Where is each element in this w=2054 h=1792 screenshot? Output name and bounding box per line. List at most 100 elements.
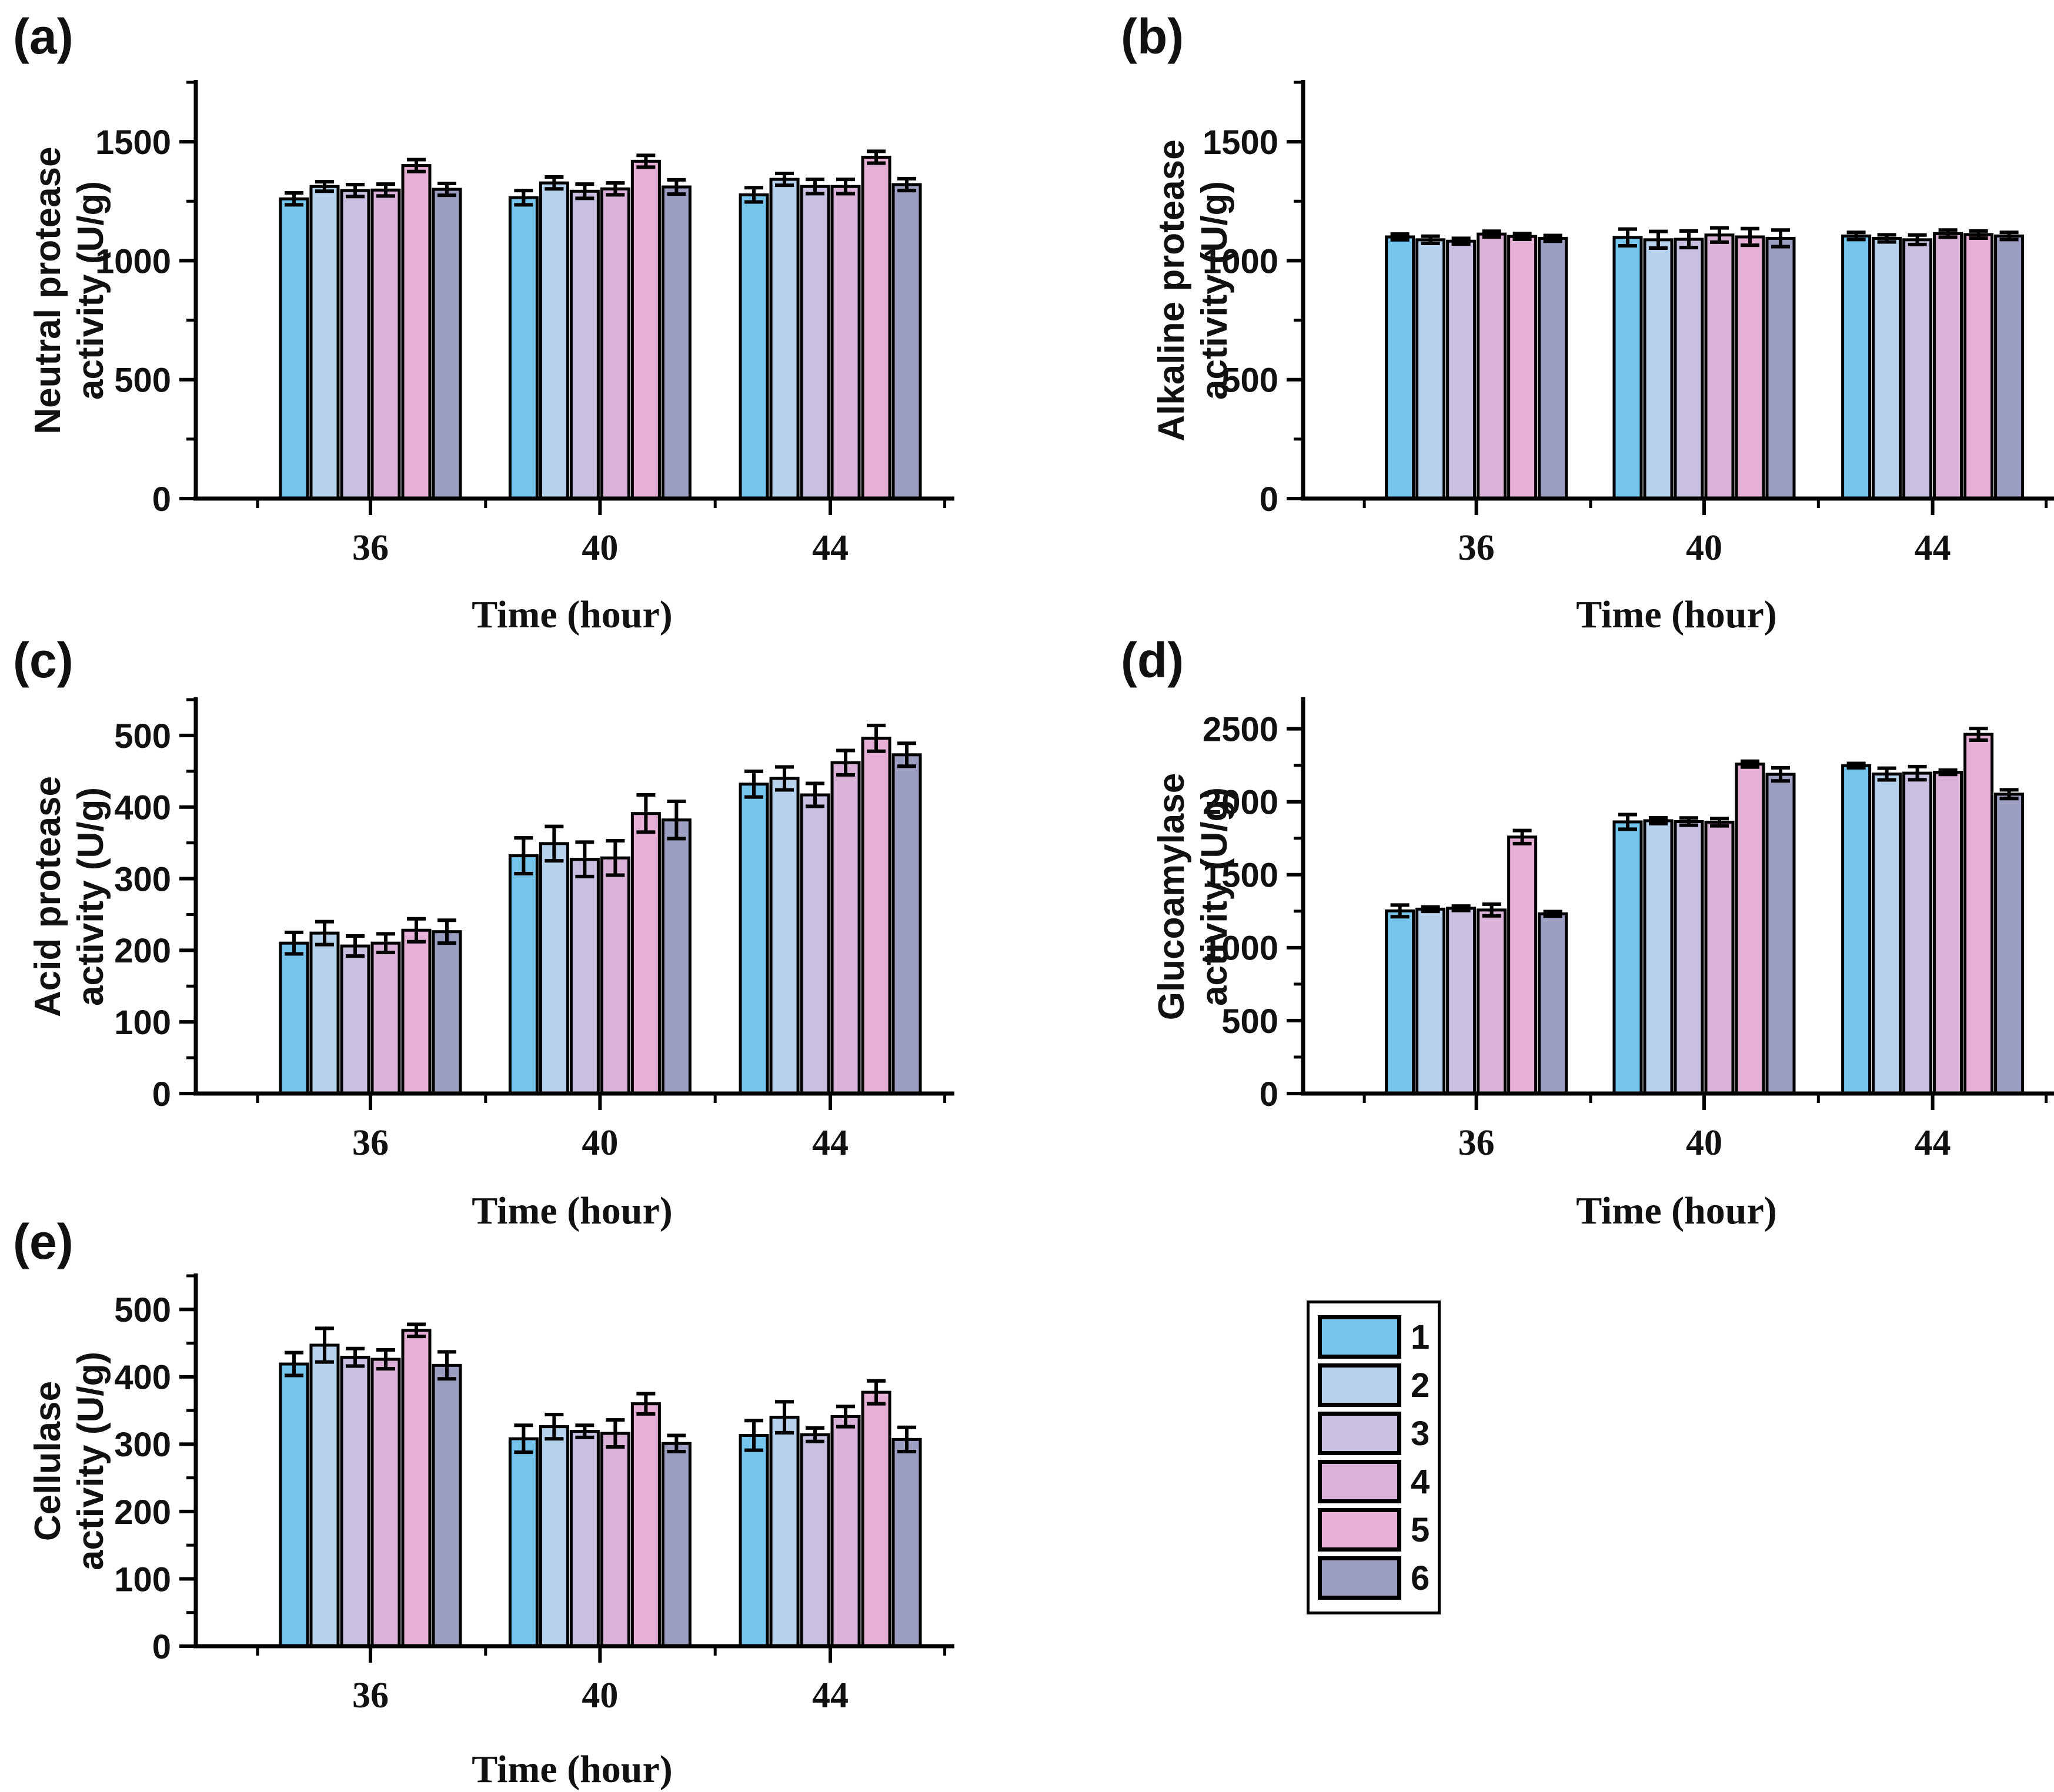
bar-d-36-3 xyxy=(1446,907,1477,1095)
panel-letter: (a) xyxy=(13,9,74,64)
bar-e-36-2 xyxy=(309,1343,340,1648)
legend-swatch-2 xyxy=(1318,1363,1401,1407)
y-tick-label: 0 xyxy=(1260,480,1278,519)
legend-item-1: 1 xyxy=(1318,1315,1430,1359)
bar-d-36-4 xyxy=(1477,908,1507,1095)
bar-a-40-5 xyxy=(630,159,661,500)
x-tick-label: 40 xyxy=(582,1123,618,1163)
bar-c-40-6 xyxy=(661,818,692,1095)
bar-d-40-1 xyxy=(1612,820,1643,1095)
bar-e-40-1 xyxy=(508,1437,539,1648)
plot-glucoamylase: 0 500 1000 1500 2000 2500 36 40 44 xyxy=(1203,697,2054,1163)
x-tick-label: 36 xyxy=(1458,1123,1495,1163)
y-tick-label: 0 xyxy=(152,480,171,519)
x-axis-title: Time (hour) xyxy=(472,1189,673,1232)
bar-b-44-5 xyxy=(1963,233,1994,500)
bar-d-40-4 xyxy=(1704,820,1735,1095)
bar-c-44-5 xyxy=(861,737,891,1095)
panel-letter: (b) xyxy=(1121,9,1184,64)
bar-a-44-2 xyxy=(769,178,800,500)
bar-b-36-6 xyxy=(1538,236,1568,500)
bar-a-40-2 xyxy=(539,181,569,500)
bar-d-36-1 xyxy=(1385,909,1415,1095)
x-tick-label: 44 xyxy=(1915,1123,1951,1163)
plot-alkaline-protease: 0 500 1000 1500 36 40 44 xyxy=(1203,80,2054,568)
bar-b-44-6 xyxy=(1994,234,2025,500)
y-tick-label: 300 xyxy=(114,860,171,898)
x-tick-label: 40 xyxy=(582,528,618,568)
bar-e-44-4 xyxy=(830,1415,861,1648)
legend-label: 5 xyxy=(1411,1510,1430,1549)
x-axis-title: Time (hour) xyxy=(1576,1189,1777,1232)
panel-glucoamylase: (d) Glucoamylase activity (U/g) 0 500 1000… xyxy=(1027,620,2054,1232)
y-tick-label: 100 xyxy=(114,1004,171,1042)
x-tick-label: 40 xyxy=(582,1676,618,1716)
y-tick-label: 400 xyxy=(114,789,171,827)
bar-c-36-4 xyxy=(370,941,401,1095)
x-tick-label: 44 xyxy=(812,528,849,568)
x-tick-label: 40 xyxy=(1686,528,1722,568)
panel-neutral-protease: (a) Neutral protease activity (U/g) 0 500… xyxy=(0,0,1027,636)
bar-e-44-3 xyxy=(800,1433,830,1648)
x-tick-label: 44 xyxy=(1915,528,1951,568)
plot-acid-protease: 0 100 200 300 400 500 36 40 44 xyxy=(114,697,954,1163)
y-tick-label: 0 xyxy=(152,1075,171,1114)
y-tick-label: 500 xyxy=(1221,362,1278,400)
legend: 1 2 3 4 5 6 xyxy=(1307,1300,1441,1614)
bar-d-44-6 xyxy=(1994,793,2025,1095)
bar-e-36-6 xyxy=(432,1363,462,1648)
legend-label: 1 xyxy=(1411,1318,1430,1356)
bar-d-36-6 xyxy=(1538,912,1568,1095)
plot-neutral-protease: 0 500 1000 1500 36 40 44 xyxy=(95,80,954,568)
legend-item-5: 5 xyxy=(1318,1508,1430,1552)
bar-a-44-4 xyxy=(830,185,861,500)
bar-a-36-2 xyxy=(309,185,340,500)
bar-e-36-1 xyxy=(279,1362,309,1648)
panel-letter: (d) xyxy=(1121,633,1184,688)
legend-item-6: 6 xyxy=(1318,1556,1430,1600)
legend-rows: 1 2 3 4 5 6 xyxy=(1318,1315,1430,1600)
y-tick-label: 0 xyxy=(1260,1075,1278,1114)
legend-swatch-3 xyxy=(1318,1412,1401,1455)
bar-e-44-5 xyxy=(861,1390,891,1648)
y-tick-label: 300 xyxy=(114,1426,171,1464)
panel-acid-protease: (c) Acid protease activity (U/g) 0 100 200… xyxy=(0,620,1027,1232)
bar-a-44-1 xyxy=(739,193,769,500)
legend-label: 4 xyxy=(1411,1462,1430,1501)
bar-c-36-5 xyxy=(401,928,432,1095)
bar-a-36-1 xyxy=(279,197,309,500)
bar-a-40-1 xyxy=(508,196,539,500)
y-tick-label: 500 xyxy=(114,717,171,755)
bar-b-44-1 xyxy=(1841,234,1872,500)
x-tick-label: 36 xyxy=(352,528,389,568)
bar-d-44-3 xyxy=(1902,771,1933,1095)
bar-c-40-2 xyxy=(539,842,569,1095)
bar-a-36-4 xyxy=(370,188,401,500)
legend-swatch-4 xyxy=(1318,1460,1401,1503)
y-tick-label: 500 xyxy=(1221,1002,1278,1041)
y-tick-label: 400 xyxy=(114,1359,171,1397)
legend-label: 2 xyxy=(1411,1366,1430,1405)
y-tick-label: 200 xyxy=(114,932,171,970)
bar-d-44-4 xyxy=(1933,771,1963,1095)
bar-d-36-2 xyxy=(1415,907,1446,1095)
legend-item-2: 2 xyxy=(1318,1363,1430,1407)
x-axis-title: Time (hour) xyxy=(472,1748,673,1791)
bar-c-36-1 xyxy=(279,941,309,1095)
bar-d-44-2 xyxy=(1872,773,1902,1095)
x-axis-title: Time (hour) xyxy=(1576,593,1777,636)
bar-e-40-3 xyxy=(569,1430,600,1648)
legend-label: 6 xyxy=(1411,1559,1430,1597)
panel-cellulase: (e) Cellulase activity (U/g) 0 100 200 300 4… xyxy=(0,1210,1027,1791)
bar-e-40-5 xyxy=(630,1402,661,1648)
y-tick-label: 2500 xyxy=(1203,711,1278,749)
y-tick-label: 1000 xyxy=(1203,930,1278,968)
bar-e-36-5 xyxy=(401,1329,432,1648)
x-tick-label: 36 xyxy=(352,1676,389,1716)
bar-b-36-2 xyxy=(1415,238,1446,500)
bar-c-44-3 xyxy=(800,793,830,1095)
x-tick-label: 44 xyxy=(812,1676,849,1716)
bar-e-44-1 xyxy=(739,1433,769,1648)
bar-b-40-2 xyxy=(1643,238,1674,500)
